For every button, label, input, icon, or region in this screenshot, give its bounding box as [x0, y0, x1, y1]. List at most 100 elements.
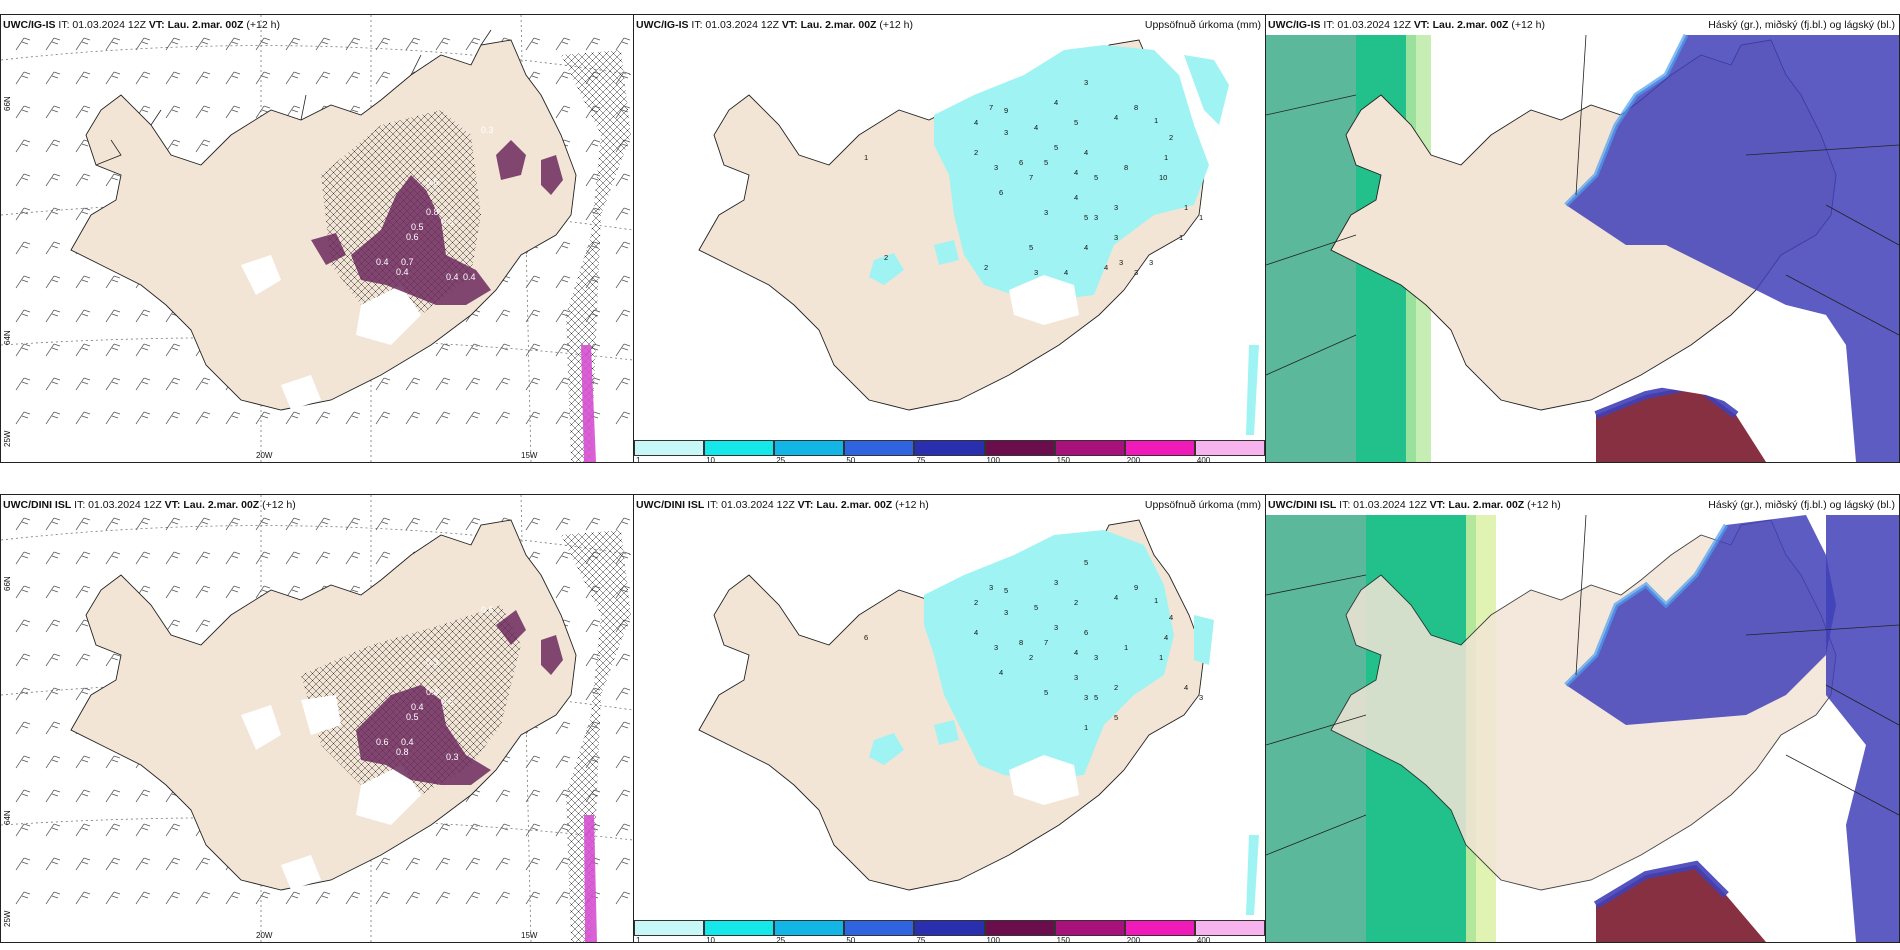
precip-label: 4	[1169, 613, 1173, 622]
wind-barb	[465, 377, 481, 391]
wind-barb	[75, 207, 91, 221]
legend-swatch	[1054, 440, 1125, 456]
wind-barb	[15, 241, 31, 255]
legend-label: 400	[1196, 936, 1211, 943]
wind-barb	[75, 105, 91, 119]
precip-label: 4	[1074, 648, 1078, 657]
legend-label: 50	[846, 456, 856, 463]
precip-label: 3	[1114, 203, 1118, 212]
wind-barb	[495, 309, 511, 323]
wind-barb	[75, 823, 91, 837]
wind-barb	[615, 789, 631, 803]
wind-barb	[285, 37, 301, 51]
precip-label: 2	[974, 598, 978, 607]
wind-barb	[15, 823, 31, 837]
wind-snow-map: 0.30.60.30.80.50.60.40.40.70.4 0.4	[1, 15, 633, 462]
legend-swatch	[984, 440, 1055, 456]
panel-subtitle: Uppsöfnuð úrkoma (mm)	[1144, 499, 1261, 511]
precip-label: 5	[1044, 688, 1048, 697]
snow-depth-label: 0.4	[396, 267, 409, 277]
wind-barb	[255, 517, 271, 531]
legend-label: 10	[706, 456, 716, 463]
wind-barb	[435, 377, 451, 391]
wind-barb	[165, 585, 181, 599]
wind-barb	[15, 37, 31, 51]
snow-depth-label: 0.3	[446, 752, 459, 762]
precip-area	[1184, 55, 1229, 125]
wind-barb	[555, 411, 571, 425]
legend-label: 100	[986, 456, 1000, 463]
wind-barb	[135, 823, 151, 837]
precip-label: 1	[1154, 116, 1158, 125]
mid-cloud-edge	[1564, 523, 1729, 687]
panel-subtitle: Uppsöfnuð úrkoma (mm)	[1144, 19, 1261, 31]
wind-barb	[195, 71, 211, 85]
wind-barb	[15, 343, 31, 357]
cloud-map	[1266, 33, 1899, 462]
precip-label: 3	[1074, 673, 1078, 682]
legend-swatch	[1194, 440, 1265, 456]
panel-subtitle: Háský (gr.), miðský (fj.bl.) og lágský (…	[1708, 499, 1895, 511]
wind-barb	[555, 755, 571, 769]
wind-barb	[75, 309, 91, 323]
snow-area	[311, 233, 346, 265]
wind-barb	[75, 343, 91, 357]
precip-label: 2	[1114, 683, 1118, 692]
wind-barb	[165, 823, 181, 837]
coast-detail	[95, 29, 492, 166]
white-patch	[1009, 755, 1079, 805]
wind-barb	[255, 411, 271, 425]
wind-barb	[375, 411, 391, 425]
wind-barb	[105, 411, 121, 425]
wind-barb	[75, 789, 91, 803]
precip-label: 6	[999, 188, 1003, 197]
lon-label: 15W	[521, 451, 538, 460]
precip-label: 7	[989, 103, 993, 112]
wind-barb	[495, 891, 511, 905]
wind-barb	[75, 517, 91, 531]
precip-label: 10	[1159, 173, 1167, 182]
wind-barb	[615, 275, 631, 289]
precip-label: 8	[1134, 103, 1138, 112]
precip-area	[869, 733, 904, 765]
precip-area	[924, 530, 1174, 780]
precip-label: 5	[1054, 143, 1058, 152]
wind-barb	[285, 517, 301, 531]
wind-barb	[105, 789, 121, 803]
legend-swatch	[984, 920, 1055, 936]
low-cloud-south-edge	[1593, 860, 1729, 909]
precip-label: 4	[999, 668, 1003, 677]
precip-label: 4	[974, 118, 978, 127]
wind-barb	[45, 517, 61, 531]
precip-label: 1	[1179, 233, 1183, 242]
wind-barb	[195, 105, 211, 119]
precip-label: 4	[1184, 683, 1188, 692]
legend-swatch	[1054, 920, 1125, 936]
wind-barb	[495, 823, 511, 837]
wind-barb	[135, 551, 151, 565]
precip-label: 3	[994, 163, 998, 172]
wind-barb	[105, 891, 121, 905]
wind-barb	[525, 789, 541, 803]
wind-barb	[345, 411, 361, 425]
wind-barb	[75, 755, 91, 769]
precip-area	[1246, 345, 1259, 435]
wind-barb	[465, 823, 481, 837]
precip-label: 3	[1054, 578, 1058, 587]
wind-barb	[45, 789, 61, 803]
wind-barb	[15, 551, 31, 565]
wind-barb	[615, 377, 631, 391]
white-patch	[241, 705, 281, 750]
wind-barb	[495, 377, 511, 391]
precip-area	[934, 240, 959, 265]
wind-barb	[15, 139, 31, 153]
wind-barb	[285, 891, 301, 905]
wind-barb	[555, 37, 571, 51]
wind-barb	[225, 517, 241, 531]
precip-label: 3	[989, 583, 993, 592]
wind-barb	[225, 551, 241, 565]
wind-barb	[165, 891, 181, 905]
wind-barb	[315, 37, 331, 51]
precip-label: 2	[1169, 133, 1173, 142]
precip-label: 5	[1074, 118, 1078, 127]
